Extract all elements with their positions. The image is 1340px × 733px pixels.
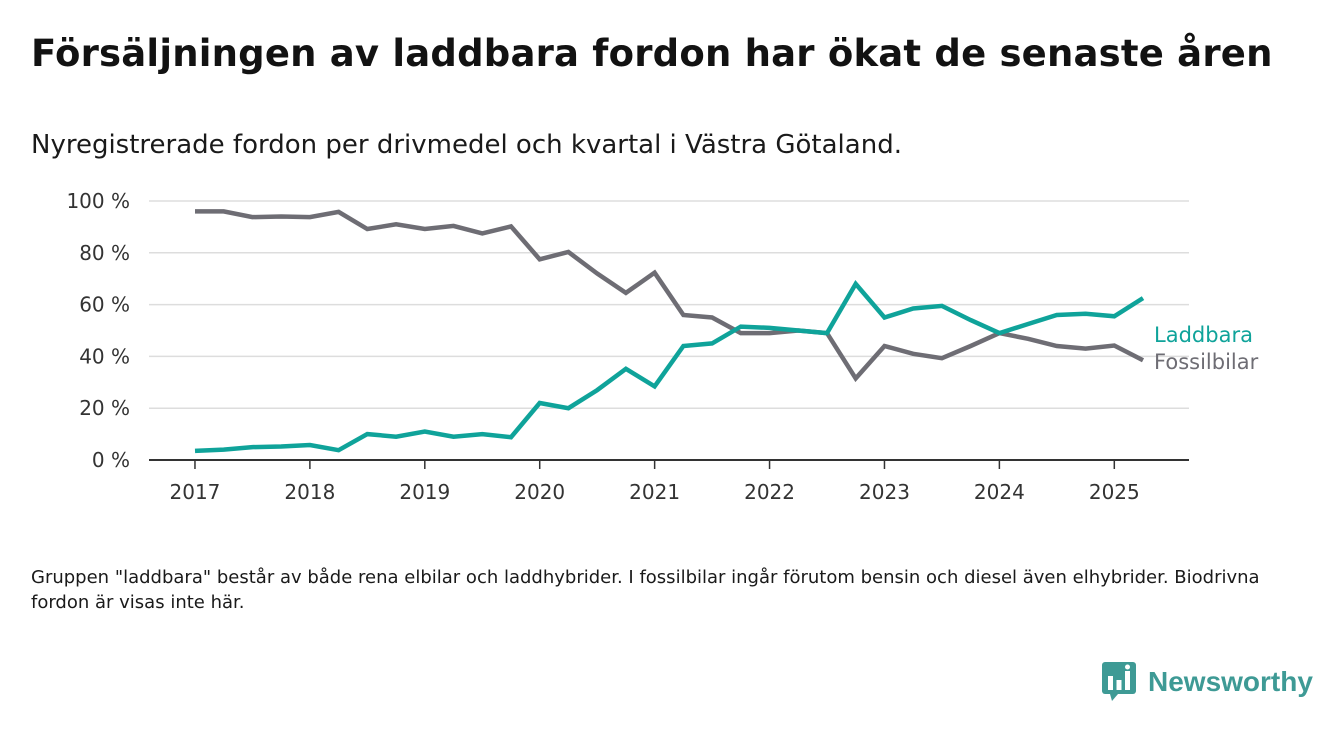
brand-logo[interactable]: Newsworthy xyxy=(1102,662,1313,702)
y-tick-label: 100 % xyxy=(66,189,130,213)
x-tick-label: 2025 xyxy=(1089,480,1140,504)
chart-title: Försäljningen av laddbara fordon har öka… xyxy=(31,32,1273,75)
x-tick-label: 2022 xyxy=(744,480,795,504)
y-tick-label: 80 % xyxy=(79,241,130,265)
x-tick-label: 2024 xyxy=(974,480,1025,504)
x-tick-label: 2023 xyxy=(859,480,910,504)
y-tick-label: 0 % xyxy=(92,448,130,472)
series-line-fossilbilar xyxy=(195,209,1145,383)
newsworthy-logo-icon xyxy=(1102,662,1136,701)
series-label-fossilbilar: Fossilbilar xyxy=(1154,350,1259,374)
series-line-laddbara xyxy=(194,280,1145,454)
series-label-laddbara: Laddbara xyxy=(1154,323,1253,347)
x-tick-label: 2020 xyxy=(514,480,565,504)
footnote: Gruppen "laddbara" består av både rena e… xyxy=(31,567,1260,613)
chart-subtitle: Nyregistrerade fordon per drivmedel och … xyxy=(31,130,902,160)
x-tick-label: 2021 xyxy=(629,480,680,504)
x-tick-label: 2018 xyxy=(284,480,335,504)
brand-name: Newsworthy xyxy=(1148,666,1313,697)
y-tick-label: 40 % xyxy=(79,344,130,368)
y-tick-label: 20 % xyxy=(79,396,130,420)
x-tick-label: 2017 xyxy=(170,480,221,504)
y-tick-label: 60 % xyxy=(79,293,130,317)
line-chart: 0 % 20 % 40 % 60 % 80 % 100 % 2017 2018 2019 2020… xyxy=(66,189,1259,504)
x-tick-label: 2019 xyxy=(399,480,450,504)
